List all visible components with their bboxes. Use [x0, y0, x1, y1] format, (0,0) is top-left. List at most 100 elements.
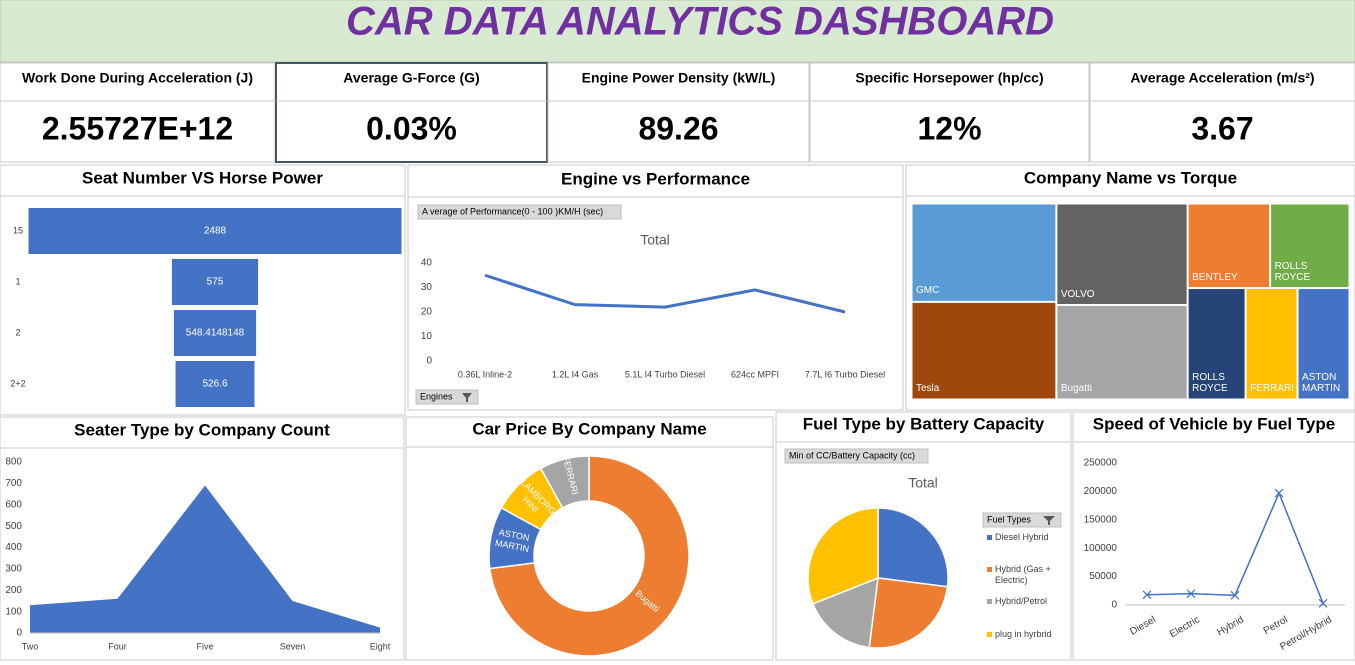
x-tick-label: Two [22, 641, 39, 651]
chart-subtitle: Total [640, 232, 670, 248]
kpi-card [275, 62, 548, 163]
marker [1142, 590, 1152, 600]
treemap-label: ROLLS ROYCE [1192, 372, 1228, 394]
chart-title: Seat Number VS Horse Power [82, 168, 323, 187]
dashboard-title: CAR DATA ANALYTICS DASHBOARD [346, 0, 1054, 44]
slice [488, 455, 690, 657]
y-tick-label: 400 [5, 542, 22, 553]
chart-title: Company Name vs Torque [1024, 168, 1237, 187]
kpi-label: Work Done During Acceleration (J) [22, 70, 253, 86]
bar-label: 575 [207, 277, 224, 288]
treemap-cell [1057, 306, 1187, 399]
y-tick-label: 500 [5, 521, 22, 532]
chart-subtitle: Total [908, 475, 938, 491]
y-tick-label: 800 [5, 457, 22, 468]
treemap-label: BENTLEY [1192, 271, 1238, 283]
slice [807, 507, 879, 605]
y-tick-label: 700 [5, 478, 22, 489]
chart-title: Seater Type by Company Count [74, 420, 330, 439]
treemap-cell [1271, 204, 1349, 288]
y-tick-label: 100 [5, 606, 22, 617]
x-tick-label: Five [196, 641, 213, 651]
bar [175, 361, 255, 407]
y-tick-label: 0 [16, 628, 22, 639]
legend-label: Diesel Hybrid [995, 532, 1049, 542]
treemap-cell [912, 204, 1056, 301]
kpi-label: Average G-Force (G) [343, 70, 479, 86]
marker [1230, 590, 1240, 600]
value-field-button-box [417, 204, 622, 220]
y-tick-label: 300 [5, 564, 22, 575]
category-label: 2 [15, 327, 20, 337]
kpi-label: Average Acceleration (m/s²) [1130, 70, 1314, 86]
legend-label: plug in hyrbrid [995, 629, 1052, 639]
chart-title: Speed of Vehicle by Fuel Type [1093, 414, 1335, 433]
treemap-cell [1057, 204, 1187, 305]
treemap-label: VOLVO [1060, 288, 1095, 300]
kpi-label: Engine Power Density (kW/L) [582, 70, 776, 86]
bar-label: 548.4148148 [186, 328, 245, 339]
y-tick-label: 600 [5, 499, 22, 510]
kpi-card [809, 62, 1090, 163]
value-field-button: A verage of Performance(0 - 100 )KM/H (s… [422, 206, 603, 216]
x-tick-label: Four [108, 641, 127, 651]
area [30, 485, 380, 633]
x-tick-label: 624cc MPFI [731, 369, 779, 379]
kpi-card [547, 62, 810, 163]
treemap-cell [1298, 289, 1349, 399]
y-tick-label: 20 [421, 307, 433, 318]
bar [173, 310, 257, 356]
kpi-value: 12% [917, 110, 981, 146]
bar-label: 2488 [204, 226, 227, 237]
y-tick-label: 200000 [1084, 486, 1118, 497]
marker [1274, 488, 1284, 498]
category-label: 2+2 [10, 378, 25, 388]
marker [1318, 598, 1328, 608]
kpi-value: 0.03% [366, 110, 457, 146]
y-tick-label: 150000 [1084, 514, 1118, 525]
kpi-value: 3.67 [1191, 110, 1253, 146]
legend-swatch [987, 599, 992, 604]
legend-label: Hybrid (Gas + Electric) [995, 564, 1051, 585]
y-tick-label: 40 [421, 258, 433, 269]
filter-icon [462, 393, 472, 402]
legend-swatch [987, 535, 992, 540]
slice [539, 455, 590, 509]
chart-panel [1072, 411, 1355, 661]
kpi-value: 89.26 [638, 110, 718, 146]
category-label: 1 [15, 276, 20, 286]
marker [1186, 589, 1196, 599]
legend-swatch [987, 567, 992, 572]
y-tick-label: 30 [421, 282, 433, 293]
value-field-button-box [784, 448, 929, 464]
bar-label: 526.6 [202, 379, 227, 390]
kpi-card [0, 62, 276, 163]
x-tick-label: 7.7L I6 Turbo Diesel [805, 369, 885, 379]
kpi-value: 2.55727E+12 [42, 110, 233, 146]
bar [28, 208, 402, 254]
slice [811, 576, 879, 649]
x-tick-label: 5.1L I4 Turbo Diesel [625, 369, 705, 379]
x-tick-label: Eight [370, 641, 391, 651]
legend-label: Hybrid/Petrol [995, 596, 1048, 606]
y-tick-label: 250000 [1084, 458, 1118, 469]
legend-title-button: Fuel Types [987, 514, 1031, 524]
header-band [0, 0, 1355, 63]
y-tick-label: 200 [5, 585, 22, 596]
y-tick-label: 0 [426, 356, 432, 367]
y-tick-label: 50000 [1089, 571, 1117, 582]
treemap-label: ROLLS ROYCE [1274, 260, 1311, 283]
slice [868, 577, 949, 649]
line [484, 273, 846, 314]
kpi-label: Specific Horsepower (hp/cc) [855, 70, 1043, 86]
legend-title-button-box [982, 512, 1062, 528]
bar [171, 259, 259, 305]
treemap-label: FERRARI [1250, 383, 1294, 394]
chart-title: Fuel Type by Battery Capacity [803, 414, 1045, 433]
x-tick-label: 0.36L Inline-2 [458, 369, 512, 379]
chart-title: Engine vs Performance [561, 169, 750, 188]
category-label: 15 [13, 225, 23, 235]
filter-icon [1043, 516, 1055, 525]
